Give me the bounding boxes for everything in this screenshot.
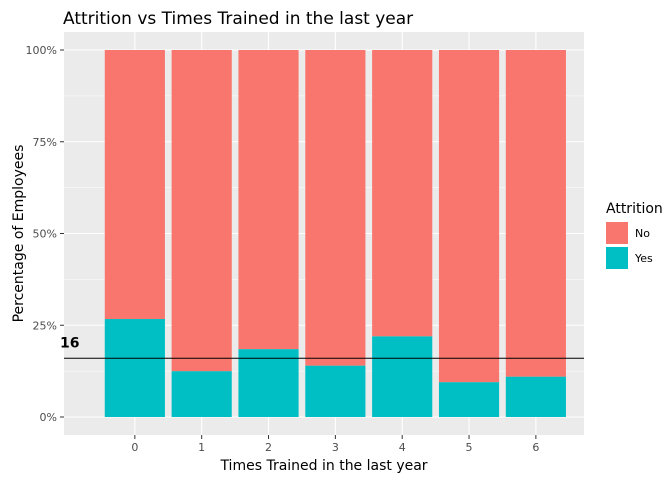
bar-yes-1 xyxy=(171,371,232,417)
legend-label-no: No xyxy=(635,227,650,240)
y-axis-ticks: 0% 25% 50% 75% 100% xyxy=(26,44,64,424)
bar-no-2 xyxy=(238,50,299,350)
legend-key-no xyxy=(606,222,628,244)
y-tick-label: 25% xyxy=(33,319,57,332)
bar-yes-6 xyxy=(505,376,566,417)
legend-title: Attrition xyxy=(606,201,663,217)
legend-label-yes: Yes xyxy=(634,252,653,265)
x-axis-title: Times Trained in the last year xyxy=(219,458,427,474)
y-tick-label: 0% xyxy=(40,411,57,424)
x-tick-label: 0 xyxy=(131,441,138,454)
x-tick-label: 6 xyxy=(532,441,539,454)
bar-yes-3 xyxy=(305,365,366,417)
y-axis-title: Percentage of Employees xyxy=(11,145,27,323)
chart-title: Attrition vs Times Trained in the last y… xyxy=(63,9,413,29)
bar-no-1 xyxy=(171,50,232,372)
bar-yes-0 xyxy=(104,319,165,417)
x-tick-label: 2 xyxy=(265,441,272,454)
y-tick-label: 50% xyxy=(33,228,57,241)
legend-key-yes xyxy=(606,247,628,269)
bar-no-6 xyxy=(505,50,566,377)
bar-no-3 xyxy=(305,50,366,366)
x-tick-label: 1 xyxy=(198,441,205,454)
x-tick-label: 4 xyxy=(399,441,406,454)
legend: Attrition No Yes xyxy=(606,201,663,269)
x-tick-label: 5 xyxy=(466,441,473,454)
x-axis-ticks: 0 1 2 3 4 5 6 xyxy=(131,435,539,454)
bar-yes-4 xyxy=(372,336,433,417)
bars xyxy=(104,50,566,417)
x-tick-label: 3 xyxy=(332,441,339,454)
bar-no-5 xyxy=(438,50,500,383)
reference-line-label: 16 xyxy=(60,335,79,351)
bar-no-0 xyxy=(104,50,165,320)
bar-yes-5 xyxy=(438,382,500,417)
y-tick-label: 100% xyxy=(26,44,57,57)
bar-yes-2 xyxy=(238,349,299,417)
y-tick-label: 75% xyxy=(33,136,57,149)
bar-no-4 xyxy=(372,50,433,337)
